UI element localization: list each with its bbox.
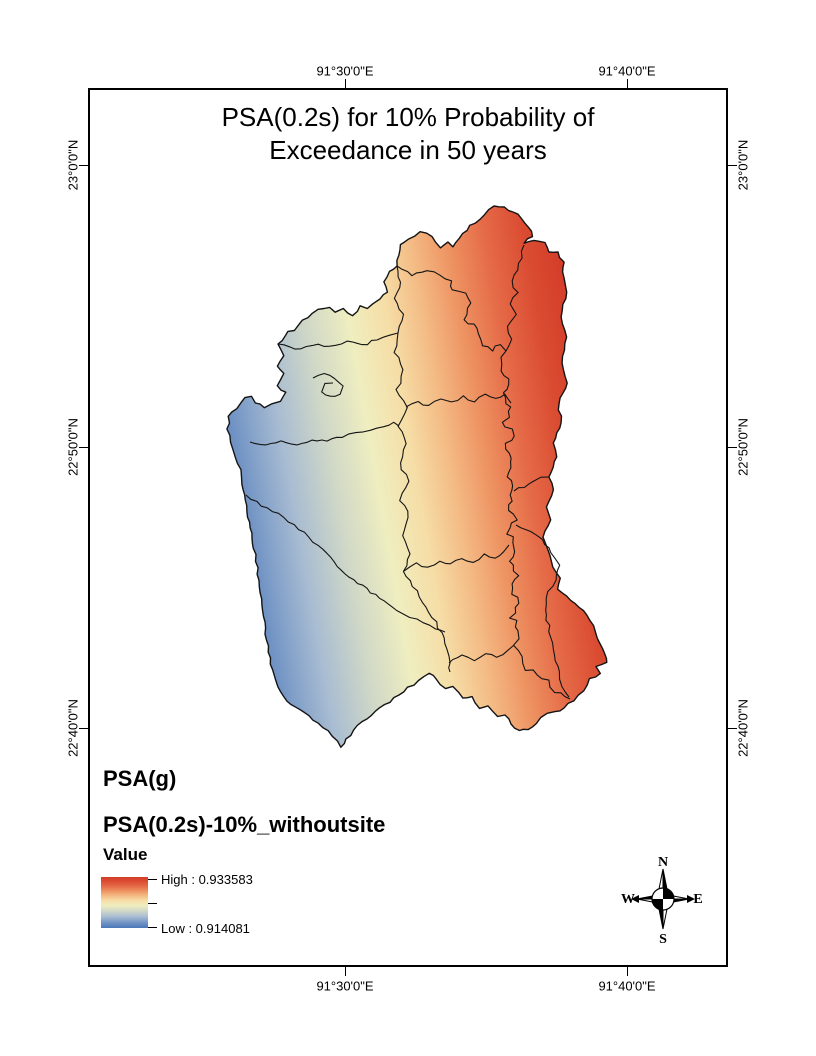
longitude-label-bottom: 91°40'0"E — [598, 978, 656, 994]
latitude-label-right: 22°50'0"N — [735, 418, 751, 476]
admin-boundary-line — [312, 372, 344, 397]
admin-boundary-line — [393, 265, 405, 334]
admin-boundary-line — [403, 544, 510, 572]
legend-ramp-tick-mid — [148, 903, 157, 904]
compass-star — [631, 868, 695, 930]
legend-value-label: Value — [103, 845, 148, 864]
latitude-tick-right — [728, 446, 737, 448]
district-outline — [226, 205, 608, 748]
admin-boundary-line — [513, 476, 550, 492]
legend-ramp-tick-high — [148, 879, 157, 880]
legend-color-ramp — [101, 877, 148, 928]
legend-ramp-tick-low — [148, 927, 157, 928]
map-title-line2: Exceedance in 50 years — [269, 135, 547, 165]
longitude-tick-bottom — [626, 967, 628, 976]
longitude-label-top: 91°30'0"E — [316, 63, 374, 79]
district-surface — [226, 206, 607, 748]
admin-boundary-line — [396, 265, 507, 352]
longitude-label-top: 91°40'0"E — [598, 63, 656, 79]
longitude-tick-top — [626, 79, 628, 88]
compass-e-label: E — [693, 892, 702, 907]
admin-boundary-line — [393, 332, 451, 673]
compass-w-label: W — [621, 892, 635, 907]
compass-s-label: S — [659, 932, 667, 945]
admin-boundary-line — [505, 244, 525, 352]
admin-boundary-line — [245, 494, 446, 633]
legend-high-label: High : 0.933583 — [161, 872, 253, 887]
latitude-tick-right — [728, 727, 737, 729]
map-title-line1: PSA(0.2s) for 10% Probability of — [221, 102, 595, 132]
legend-low-label: Low : 0.914081 — [161, 921, 250, 936]
latitude-tick-right — [728, 164, 737, 166]
admin-boundary-line — [405, 393, 512, 408]
compass-n-label: N — [658, 855, 668, 870]
admin-boundary-line — [448, 644, 515, 664]
latitude-tick-left — [79, 446, 88, 448]
map-title: PSA(0.2s) for 10% Probability of Exceeda… — [88, 101, 728, 167]
admin-boundary-line — [515, 524, 570, 698]
latitude-label-right: 22°40'0"N — [735, 699, 751, 757]
latitude-tick-left — [79, 727, 88, 729]
latitude-label-right: 23°0'0"N — [735, 139, 751, 191]
north-arrow: N S W E — [621, 855, 703, 945]
admin-boundary-line — [500, 350, 571, 700]
west-arrowhead-icon — [631, 895, 639, 903]
longitude-tick-top — [344, 79, 346, 88]
east-arrowhead-icon — [687, 895, 695, 903]
admin-boundary-line — [277, 332, 399, 350]
longitude-tick-bottom — [344, 967, 346, 976]
longitude-label-bottom: 91°30'0"E — [316, 978, 374, 994]
admin-boundary-line — [249, 421, 400, 446]
legend-layer-name: PSA(0.2s)-10%_withoutsite — [103, 812, 386, 837]
legend-group-title: PSA(g) — [103, 766, 177, 791]
latitude-tick-left — [79, 164, 88, 166]
